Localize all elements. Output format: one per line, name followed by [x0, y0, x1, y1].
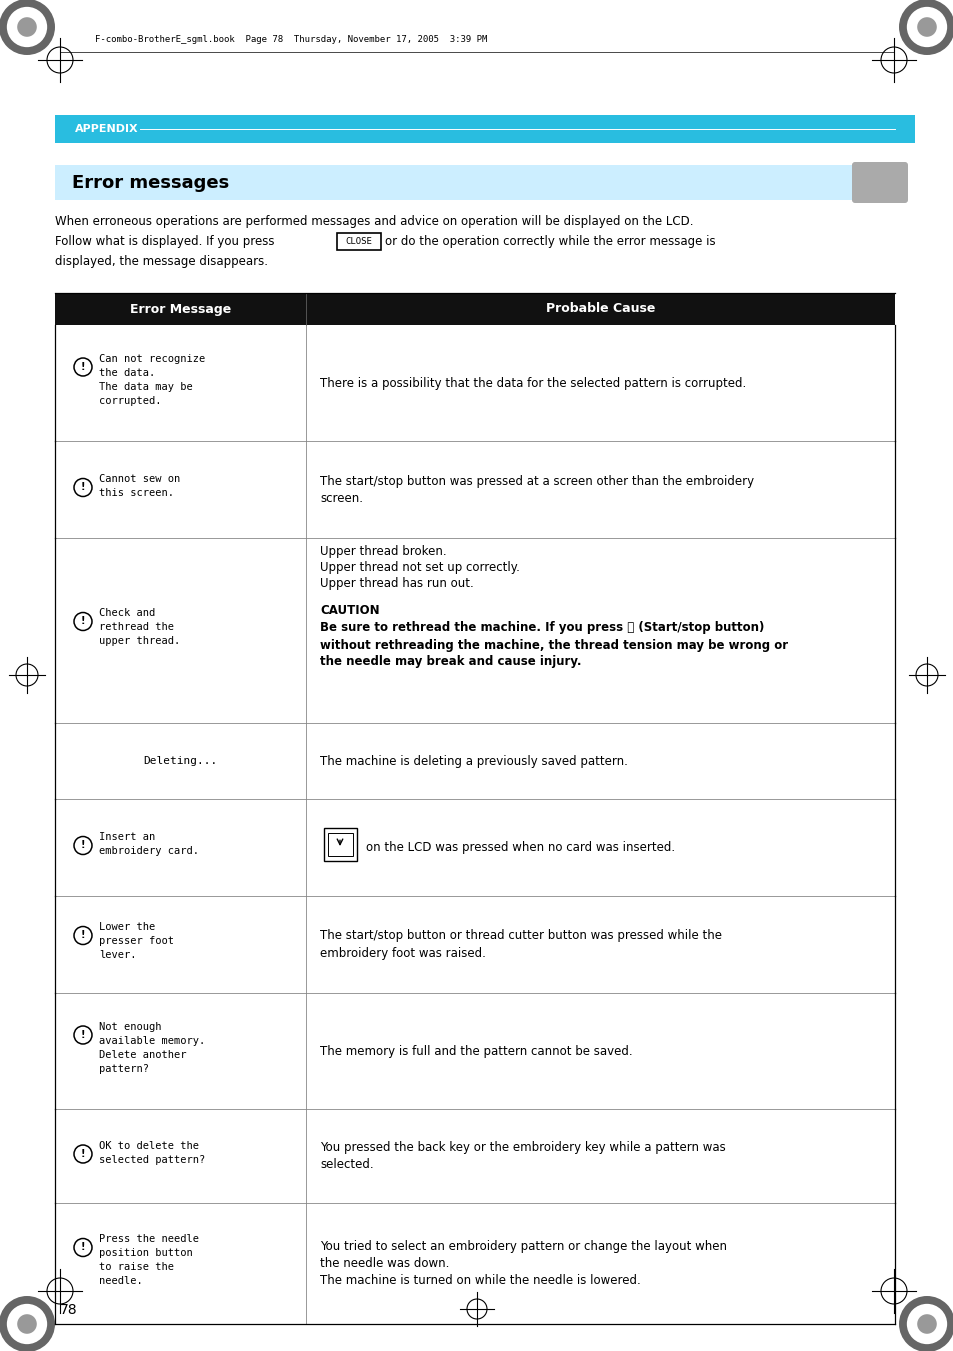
Text: or do the operation correctly while the error message is: or do the operation correctly while the … [385, 235, 715, 249]
Text: Press the needle: Press the needle [99, 1235, 199, 1244]
Text: embroidery card.: embroidery card. [99, 847, 199, 857]
Text: selected pattern?: selected pattern? [99, 1155, 205, 1165]
Text: !: ! [81, 840, 85, 851]
Text: CLOSE: CLOSE [345, 236, 372, 246]
Bar [56, 800, 893, 894]
Bar [56, 1204, 893, 1323]
Bar [56, 326, 893, 440]
Bar [336, 232, 380, 250]
Text: needle.: needle. [99, 1277, 143, 1286]
Text: available memory.: available memory. [99, 1036, 205, 1046]
Text: corrupted.: corrupted. [99, 396, 161, 407]
Text: The machine is turned on while the needle is lowered.: The machine is turned on while the needl… [319, 1274, 640, 1288]
Text: position button: position button [99, 1248, 193, 1259]
Bar [55, 165, 874, 200]
Bar [55, 293, 894, 326]
Text: pattern?: pattern? [99, 1065, 149, 1074]
Text: 78: 78 [60, 1302, 77, 1317]
Text: The memory is full and the pattern cannot be saved.: The memory is full and the pattern canno… [319, 1044, 632, 1058]
Bar [56, 1111, 893, 1202]
Text: You pressed the back key or the embroidery key while a pattern was: You pressed the back key or the embroide… [319, 1142, 725, 1154]
Text: OK to delete the: OK to delete the [99, 1142, 199, 1151]
Circle shape [7, 7, 47, 47]
Text: !: ! [81, 616, 85, 627]
Text: without rethreading the machine, the thread tension may be wrong or: without rethreading the machine, the thr… [319, 639, 787, 651]
Text: the needle was down.: the needle was down. [319, 1256, 449, 1270]
Text: Follow what is displayed. If you press: Follow what is displayed. If you press [55, 235, 274, 249]
Text: Upper thread has run out.: Upper thread has run out. [319, 577, 474, 590]
Bar [56, 724, 893, 798]
Text: to raise the: to raise the [99, 1262, 173, 1273]
Bar [56, 897, 893, 992]
Circle shape [17, 18, 37, 36]
Text: Not enough: Not enough [99, 1021, 161, 1032]
Text: !: ! [81, 931, 85, 940]
Bar [56, 994, 893, 1108]
Circle shape [0, 0, 55, 55]
Text: APPENDIX: APPENDIX [75, 124, 138, 134]
Text: !: ! [81, 482, 85, 493]
Text: Error messages: Error messages [71, 173, 229, 192]
Text: screen.: screen. [319, 492, 363, 504]
Text: the data.: the data. [99, 367, 155, 378]
Text: !: ! [81, 362, 85, 372]
Circle shape [0, 1296, 55, 1351]
Bar [56, 442, 893, 536]
Text: Upper thread broken.: Upper thread broken. [319, 546, 446, 558]
Text: The data may be: The data may be [99, 382, 193, 392]
Text: Probable Cause: Probable Cause [545, 303, 655, 316]
Circle shape [898, 0, 953, 55]
Text: Error Message: Error Message [130, 303, 231, 316]
Text: !: ! [81, 1029, 85, 1040]
Text: displayed, the message disappears.: displayed, the message disappears. [55, 255, 268, 267]
Text: Insert an: Insert an [99, 832, 155, 843]
Text: lever.: lever. [99, 951, 136, 961]
Text: this screen.: this screen. [99, 489, 173, 499]
Circle shape [7, 1304, 47, 1344]
Text: !: ! [81, 1148, 85, 1159]
Text: CAUTION: CAUTION [319, 604, 379, 616]
Bar [328, 832, 353, 855]
Circle shape [17, 1315, 37, 1333]
Text: Delete another: Delete another [99, 1050, 186, 1061]
Text: upper thread.: upper thread. [99, 636, 180, 647]
Text: Cannot sew on: Cannot sew on [99, 474, 180, 485]
Text: Can not recognize: Can not recognize [99, 354, 205, 363]
Text: Lower the: Lower the [99, 923, 155, 932]
Text: on the LCD was pressed when no card was inserted.: on the LCD was pressed when no card was … [366, 842, 675, 854]
Bar [55, 115, 914, 143]
Text: The start/stop button or thread cutter button was pressed while the: The start/stop button or thread cutter b… [319, 929, 721, 943]
Circle shape [916, 1315, 936, 1333]
Text: Check and: Check and [99, 608, 155, 619]
Circle shape [906, 7, 946, 47]
Bar [324, 828, 356, 861]
Text: Be sure to rethread the machine. If you press ⓘ (Start/stop button): Be sure to rethread the machine. If you … [319, 621, 763, 635]
Text: F-combo-BrotherE_sgml.book  Page 78  Thursday, November 17, 2005  3:39 PM: F-combo-BrotherE_sgml.book Page 78 Thurs… [95, 35, 487, 45]
Text: the needle may break and cause injury.: the needle may break and cause injury. [319, 655, 581, 669]
Text: When erroneous operations are performed messages and advice on operation will be: When erroneous operations are performed … [55, 215, 693, 228]
Text: The machine is deleting a previously saved pattern.: The machine is deleting a previously sav… [319, 754, 627, 767]
Text: presser foot: presser foot [99, 936, 173, 947]
Text: Deleting...: Deleting... [143, 757, 217, 766]
Text: The start/stop button was pressed at a screen other than the embroidery: The start/stop button was pressed at a s… [319, 474, 753, 488]
Text: rethread the: rethread the [99, 623, 173, 632]
Bar [56, 539, 893, 721]
Circle shape [906, 1304, 946, 1344]
Text: Upper thread not set up correctly.: Upper thread not set up correctly. [319, 562, 519, 574]
Circle shape [898, 1296, 953, 1351]
Text: selected.: selected. [319, 1158, 374, 1171]
FancyBboxPatch shape [851, 162, 907, 203]
Text: embroidery foot was raised.: embroidery foot was raised. [319, 947, 485, 959]
Circle shape [916, 18, 936, 36]
Text: !: ! [81, 1243, 85, 1252]
Text: You tried to select an embroidery pattern or change the layout when: You tried to select an embroidery patter… [319, 1240, 726, 1252]
Text: There is a possibility that the data for the selected pattern is corrupted.: There is a possibility that the data for… [319, 377, 745, 389]
